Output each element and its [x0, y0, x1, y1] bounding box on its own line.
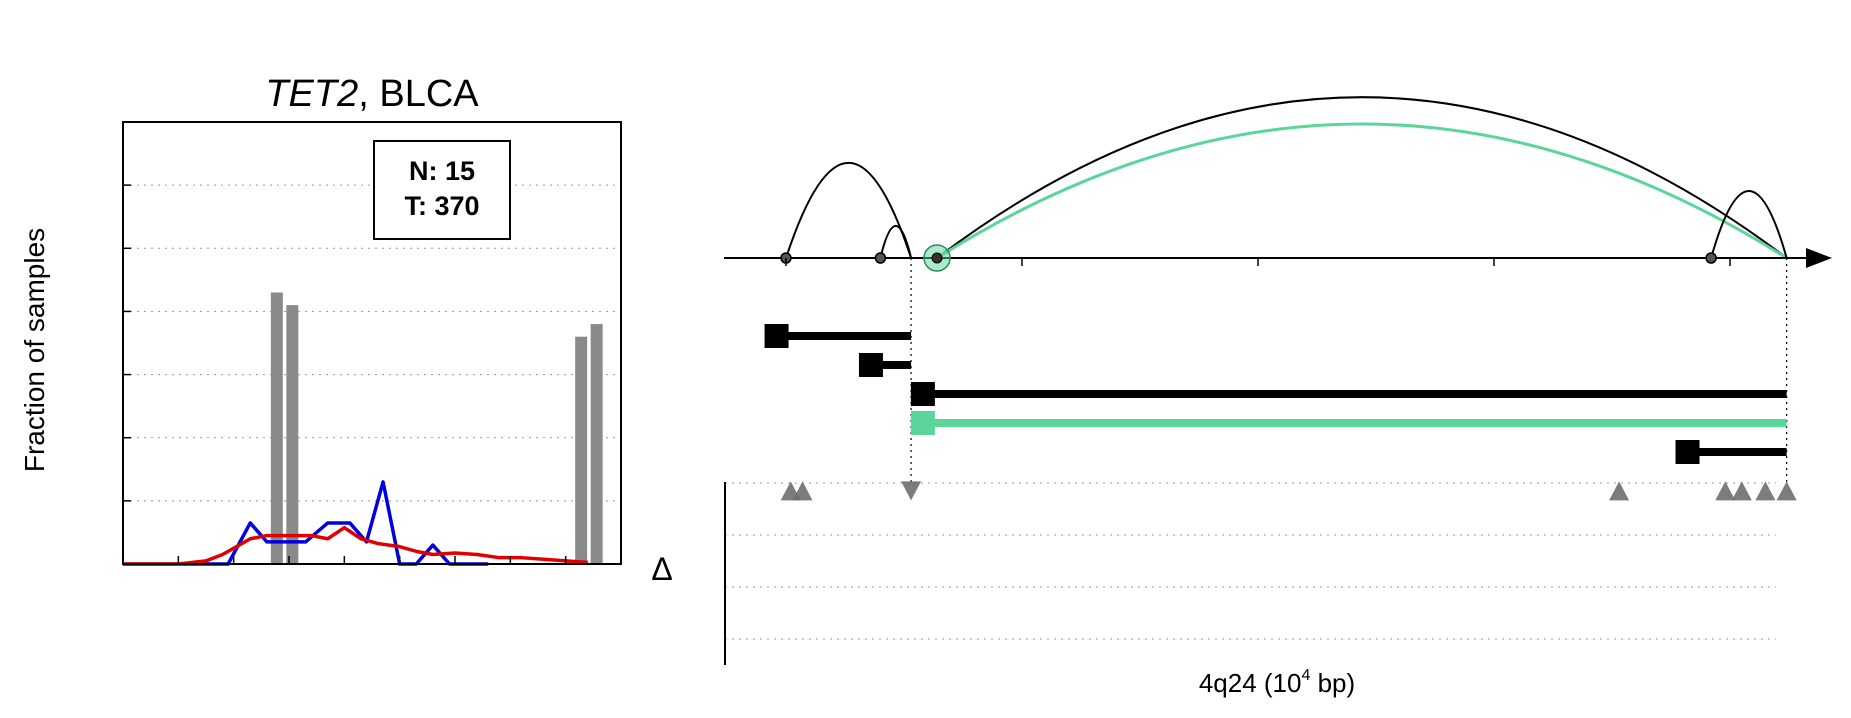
- junction-arc: [936, 96, 1788, 259]
- info-box: N: 15 T: 370: [373, 140, 511, 240]
- title-cohort: , BLCA: [358, 73, 479, 115]
- delta-marker: [901, 481, 922, 501]
- x-axis-label: 4q24 (104 bp): [1199, 667, 1355, 698]
- delta-grid: [725, 482, 1776, 640]
- junction-point: [1705, 252, 1717, 264]
- bar: [575, 336, 588, 564]
- grid: [123, 184, 621, 502]
- delta-label: Δ: [651, 551, 672, 587]
- series-line: [123, 525, 588, 566]
- genome-ticks: [785, 258, 1731, 266]
- site-guide-lines: [910, 258, 1788, 486]
- chart-title: TET2, BLCA: [265, 73, 479, 115]
- isoform-start-marker: [1675, 440, 1700, 464]
- axis-arrow-icon: [1806, 248, 1832, 268]
- delta-marker: [1755, 481, 1776, 501]
- junction-arc: [785, 161, 913, 259]
- title-gene: TET2: [265, 73, 358, 115]
- isoform-start-marker: [764, 324, 789, 348]
- delta-marker: [1776, 481, 1797, 501]
- x-ticks: [122, 556, 622, 564]
- info-box-t: T: 370: [404, 191, 479, 221]
- info-box-n: N: 15: [409, 156, 475, 186]
- series-lines: [123, 480, 588, 566]
- junction-arc: [879, 224, 913, 259]
- bars: [270, 292, 603, 564]
- junction-point: [874, 252, 887, 264]
- isoform-start-marker: [910, 411, 935, 435]
- bar: [270, 292, 283, 564]
- delta-marker: [1731, 481, 1752, 501]
- junction-points: [780, 244, 1717, 272]
- delta-markers: [780, 481, 1797, 501]
- series-line: [123, 480, 489, 566]
- highlight-point-core: [931, 252, 943, 264]
- bar: [590, 324, 603, 564]
- junction-arc: [936, 122, 1788, 260]
- y-ticks: [123, 121, 131, 565]
- delta-marker: [792, 481, 813, 501]
- right-diagram: Δ 4q24 (104 bp): [651, 96, 1832, 698]
- junction-arc: [1710, 190, 1788, 259]
- bar: [286, 305, 299, 564]
- y-axis-label: Fraction of samples: [19, 228, 50, 472]
- junction-arcs: [785, 96, 1788, 260]
- left-chart: TET2, BLCA Fraction of samples N: 15 T: …: [19, 73, 622, 566]
- delta-marker: [1715, 481, 1736, 501]
- isoform-start-marker: [910, 382, 935, 406]
- isoforms: [764, 324, 1787, 464]
- isoform-start-marker: [858, 353, 883, 377]
- plot-frame: [122, 121, 622, 565]
- delta-marker: [1609, 481, 1630, 501]
